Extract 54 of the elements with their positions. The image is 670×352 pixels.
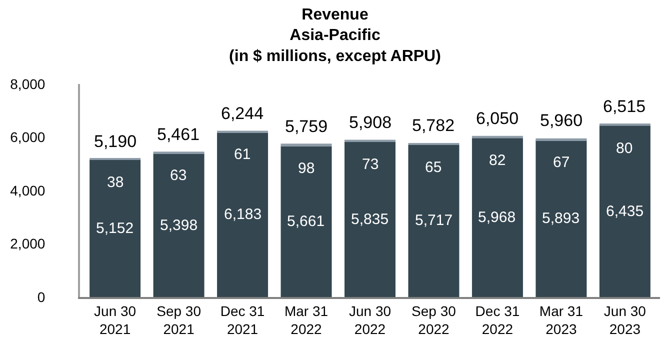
data-label: 61 [234, 146, 251, 163]
y-tick-label: 4,000 [10, 182, 46, 198]
data-label: 98 [298, 160, 315, 177]
x-tick-label: Dec 31 2022 [475, 302, 520, 337]
bar [217, 132, 268, 297]
data-label: 38 [107, 174, 124, 191]
bar [280, 146, 332, 297]
data-label: 5,661 [287, 213, 325, 230]
data-label: 67 [553, 154, 570, 171]
y-tick-label: 8,000 [10, 76, 46, 92]
total-label: 5,960 [540, 111, 583, 130]
x-tick-label: Sep 30 2021 [156, 302, 202, 337]
x-tick-label: Mar 31 2023 [539, 302, 584, 337]
total-label: 6,050 [476, 109, 519, 128]
data-label: 5,398 [160, 217, 198, 234]
x-tick-label: Mar 31 2022 [284, 302, 328, 337]
data-label: 5,835 [351, 211, 389, 228]
bar [344, 142, 396, 297]
data-label: 80 [616, 140, 633, 157]
total-label: 6,515 [603, 97, 646, 116]
x-tick-label: Sep 30 2022 [412, 302, 456, 337]
bar [472, 138, 523, 297]
data-label: 6,183 [224, 206, 262, 223]
bar [280, 144, 332, 146]
bar [153, 153, 204, 297]
total-label: 5,759 [285, 117, 328, 136]
bar [90, 160, 141, 297]
data-label: 63 [170, 167, 187, 184]
data-label: 5,717 [415, 212, 453, 229]
bar [472, 136, 523, 138]
data-label: 5,968 [478, 209, 516, 226]
total-label: 5,190 [94, 132, 137, 151]
x-tick-label: Jun 30 2023 [604, 302, 646, 337]
x-tick-label: Jun 30 2021 [94, 302, 136, 337]
data-label: 6,435 [606, 203, 644, 220]
total-label: 6,244 [221, 104, 264, 123]
chart-title: Revenue Asia-Pacific (in $ millions, except ARPU) [229, 6, 441, 65]
total-label: 5,908 [349, 113, 392, 132]
data-label: 5,152 [96, 220, 134, 237]
data-label: 5,893 [542, 210, 580, 227]
data-label: 65 [425, 159, 442, 176]
y-tick-label: 2,000 [10, 236, 46, 252]
bar [536, 140, 587, 297]
bar [408, 144, 460, 297]
total-label: 5,461 [157, 125, 200, 144]
total-label: 5,782 [412, 116, 455, 135]
y-tick-label: 6,000 [10, 129, 46, 146]
x-tick-label: Dec 31 2021 [220, 302, 265, 337]
y-tick-label: 0 [37, 288, 46, 305]
bar [599, 126, 650, 297]
x-tick-label: Jun 30 2022 [348, 302, 392, 337]
bar [536, 138, 587, 141]
data-label: 73 [362, 156, 379, 173]
data-label: 82 [489, 152, 506, 169]
